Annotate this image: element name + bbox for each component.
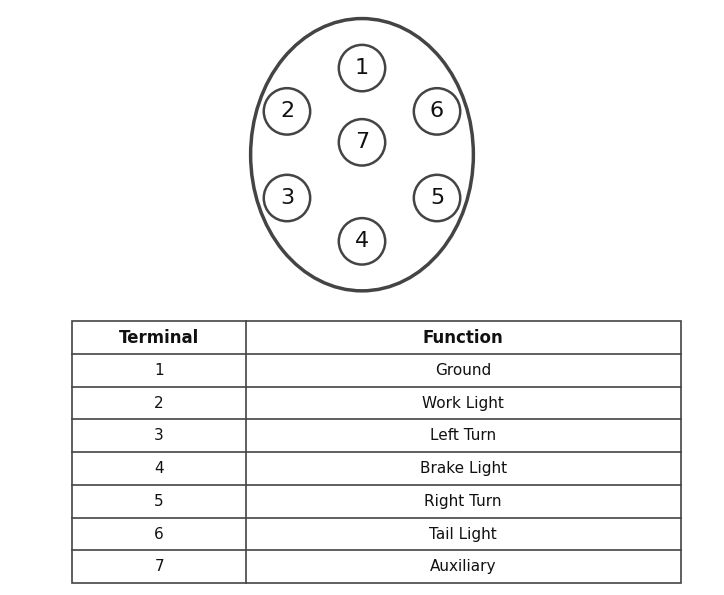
Circle shape xyxy=(339,218,385,265)
Text: 4: 4 xyxy=(154,461,164,476)
Circle shape xyxy=(414,175,460,221)
Bar xyxy=(72,321,681,583)
Text: 6: 6 xyxy=(154,527,164,541)
Text: 6: 6 xyxy=(430,101,444,121)
Circle shape xyxy=(264,88,310,134)
Text: Auxiliary: Auxiliary xyxy=(430,559,497,574)
Text: Ground: Ground xyxy=(435,363,492,378)
Text: Terminal: Terminal xyxy=(119,328,199,347)
Text: Left Turn: Left Turn xyxy=(430,428,496,443)
Text: Brake Light: Brake Light xyxy=(420,461,507,476)
Circle shape xyxy=(339,119,385,165)
Text: 4: 4 xyxy=(355,231,369,251)
Circle shape xyxy=(339,45,385,91)
Text: Tail Light: Tail Light xyxy=(429,527,497,541)
Circle shape xyxy=(264,175,310,221)
Text: Function: Function xyxy=(423,328,503,347)
Text: 7: 7 xyxy=(355,132,369,152)
Text: 3: 3 xyxy=(154,428,164,443)
Text: 1: 1 xyxy=(355,58,369,78)
Text: 5: 5 xyxy=(154,494,164,509)
Text: Work Light: Work Light xyxy=(422,396,504,411)
Text: 3: 3 xyxy=(280,188,294,208)
Circle shape xyxy=(414,88,460,134)
Text: Right Turn: Right Turn xyxy=(424,494,502,509)
Text: 2: 2 xyxy=(154,396,164,411)
Text: 1: 1 xyxy=(154,363,164,378)
Text: 7: 7 xyxy=(154,559,164,574)
Text: 5: 5 xyxy=(430,188,444,208)
Ellipse shape xyxy=(251,18,473,291)
Text: 2: 2 xyxy=(280,101,294,121)
